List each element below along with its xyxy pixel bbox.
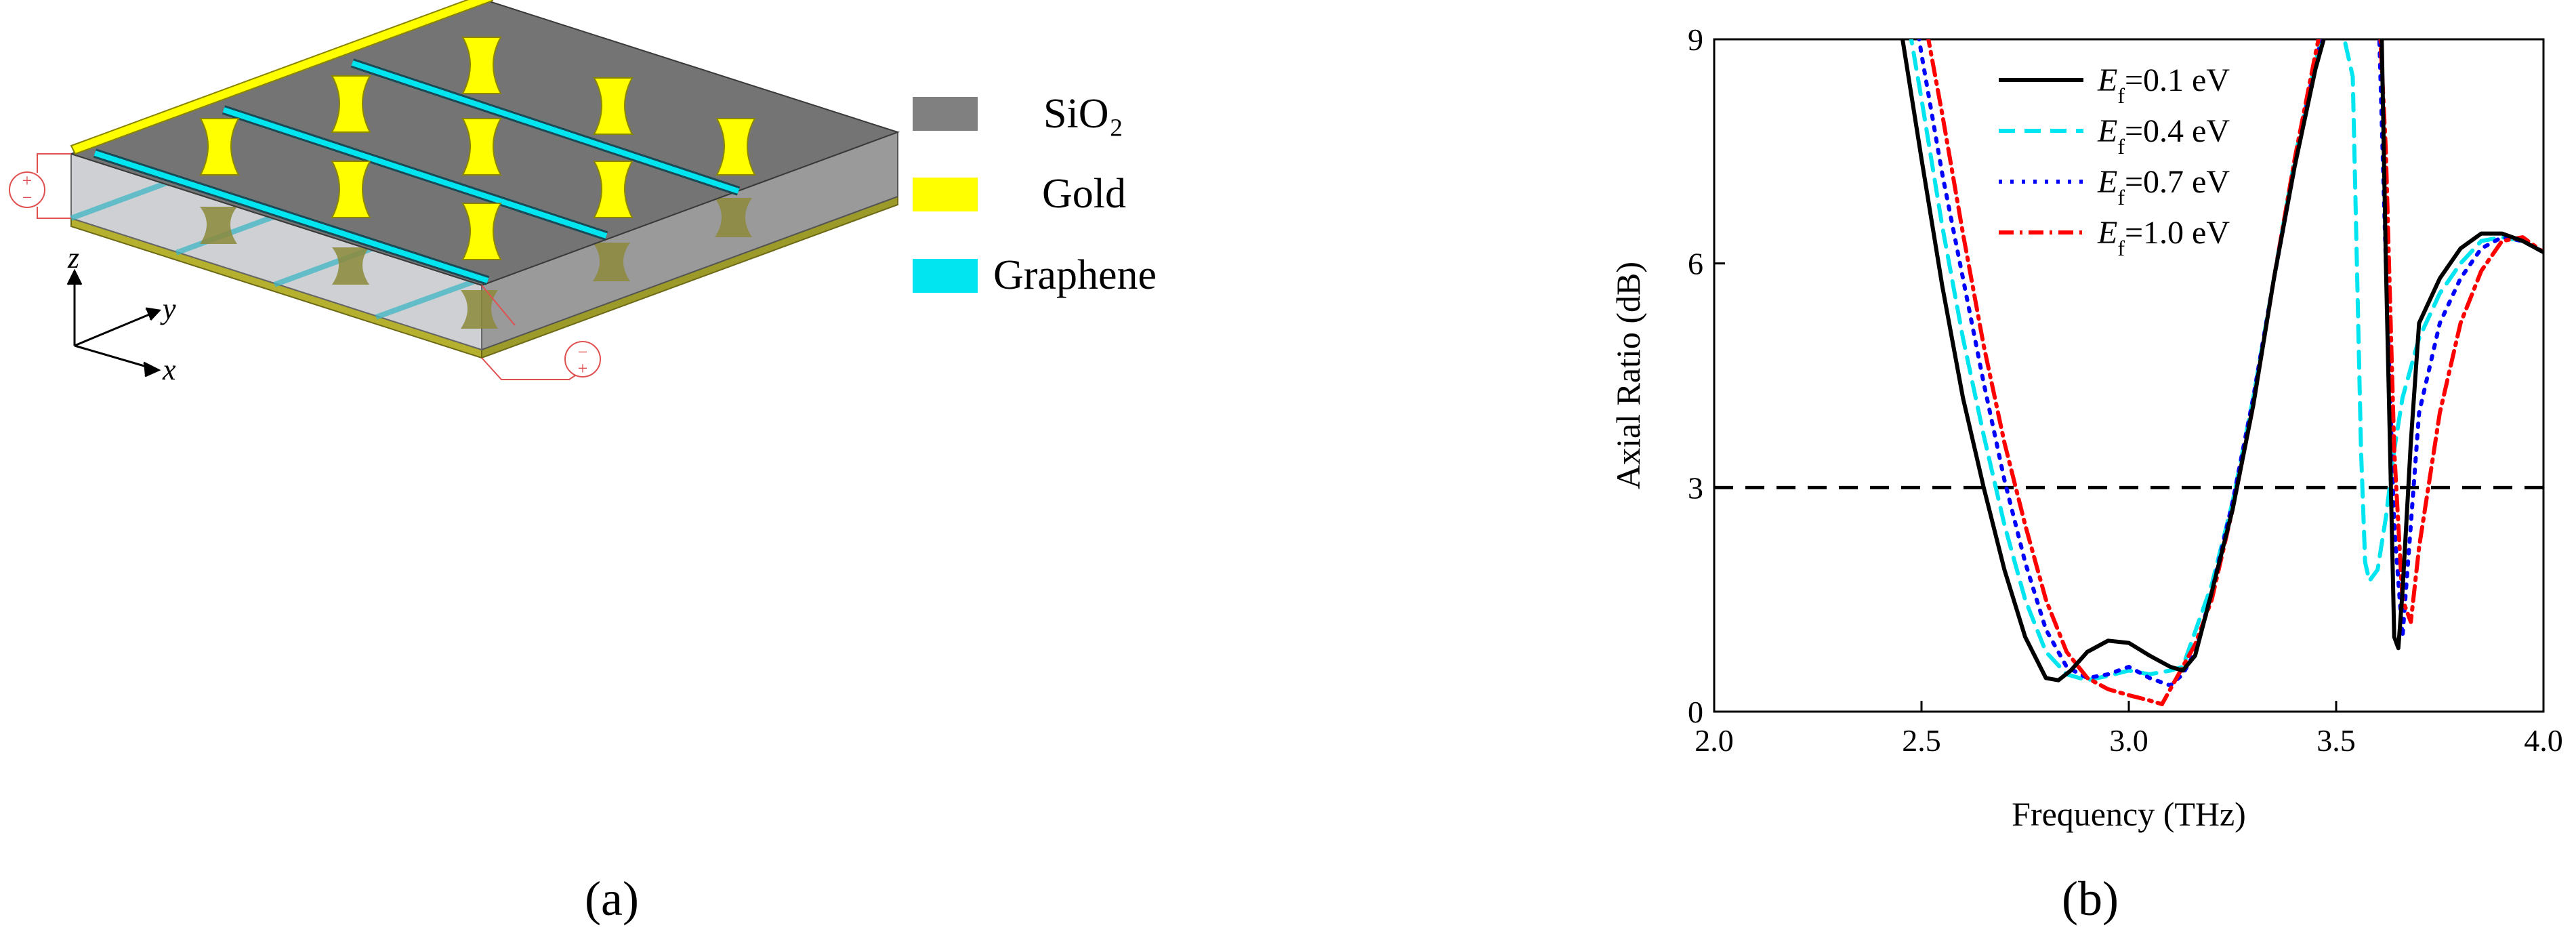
legend-label-series-2: Ef=0.7 eV xyxy=(2097,164,2230,209)
voltage-source-left xyxy=(9,153,71,219)
panel-a-caption: (a) xyxy=(585,872,639,926)
legend-label-graphene: Graphene xyxy=(993,252,1157,298)
series-line-1 xyxy=(1909,39,2543,682)
x-tick-label: 3.5 xyxy=(2317,723,2356,758)
y-tick-label: 0 xyxy=(1688,695,1703,729)
legend-label-gold: Gold xyxy=(1042,171,1126,217)
panel-b-caption: (b) xyxy=(2062,872,2119,926)
y-axis-ticks: 0 3 6 9 xyxy=(1688,22,1725,729)
device-schematic: + − − + xyxy=(9,0,900,380)
source-minus-right: − xyxy=(578,342,588,362)
graphene-strips-highlight xyxy=(94,60,740,283)
chart-legend: Ef=0.1 eV Ef=0.4 eV Ef=0.7 eV Ef=1.0 eV xyxy=(1999,62,2230,260)
x-tick-label: 2.5 xyxy=(1902,723,1941,758)
axis-label-z: z xyxy=(67,241,79,274)
axis-label-y: y xyxy=(160,292,176,325)
source-minus-left: − xyxy=(22,188,33,207)
legend-label-series-0: Ef=0.1 eV xyxy=(2097,62,2230,108)
gold-pillar xyxy=(461,203,502,260)
gold-pillar xyxy=(593,77,633,135)
legend-swatch-gold xyxy=(913,178,978,211)
voltage-source-right xyxy=(481,285,601,380)
x-axis-ticks: 2.0 2.5 3.0 3.5 4.0 xyxy=(1695,701,2563,758)
gold-pillar xyxy=(461,118,502,176)
legend-label-sio2: SiO₂ xyxy=(1043,91,1123,137)
x-axis-title: Frequency (THz) xyxy=(2012,795,2246,833)
y-tick-label: 3 xyxy=(1688,470,1703,505)
source-plus-left: + xyxy=(22,171,33,190)
gold-pillar xyxy=(715,118,756,176)
x-tick-label: 4.0 xyxy=(2524,723,2563,758)
hidden-gold-pillars xyxy=(200,198,752,329)
coordinate-axes xyxy=(66,268,162,378)
x-tick-label: 2.0 xyxy=(1695,723,1734,758)
source-plus-right: + xyxy=(578,359,588,378)
x-tick-label: 3.0 xyxy=(2109,723,2148,758)
axis-label-x: x xyxy=(162,353,176,386)
y-axis-title: Axial Ratio (dB) xyxy=(1609,262,1647,489)
gold-pillar xyxy=(593,161,633,218)
legend-label-series-1: Ef=0.4 eV xyxy=(2097,113,2230,159)
series-line-0 xyxy=(1900,39,2543,682)
gold-pillar xyxy=(461,37,502,94)
panel-b: 2.0 2.5 3.0 3.5 4.0 0 3 6 9 Ef=0.1 eV Ef=0.4 eV… xyxy=(1609,22,2563,926)
legend-label-series-3: Ef=1.0 eV xyxy=(2097,215,2230,260)
y-tick-label: 6 xyxy=(1688,247,1703,281)
legend-swatch-graphene xyxy=(913,259,978,293)
top-gold-electrode xyxy=(70,0,494,155)
y-tick-label: 9 xyxy=(1688,22,1703,57)
gold-pillar xyxy=(331,75,371,133)
legend-swatch-sio2 xyxy=(913,97,978,131)
gold-pillars xyxy=(199,37,756,260)
gold-pillar xyxy=(331,161,371,218)
panel-a: + − − + z y x SiO₂ Gold xyxy=(9,0,1157,926)
material-legend: SiO₂ Gold Graphene xyxy=(913,91,1157,298)
gold-pillar xyxy=(199,118,240,176)
series-layer xyxy=(1900,39,2543,706)
